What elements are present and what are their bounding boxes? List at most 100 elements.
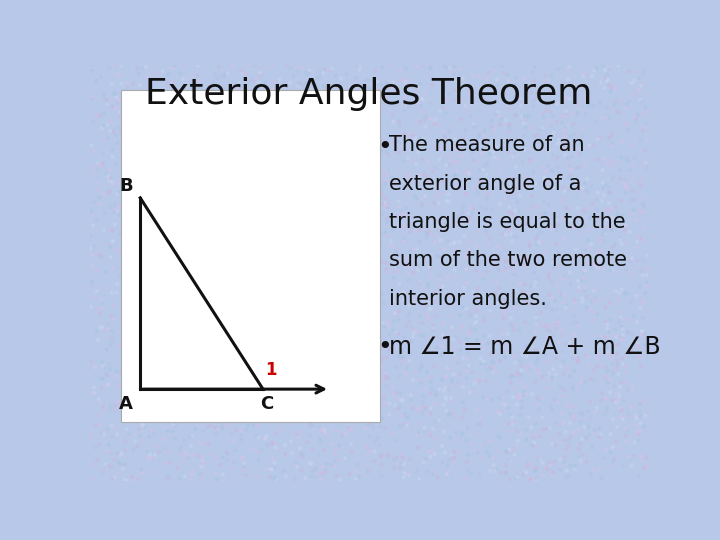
Point [99, 135, 110, 144]
Point [297, 112, 308, 121]
Point [508, 232, 519, 240]
Point [409, 226, 420, 235]
Point [187, 293, 199, 302]
Point [551, 174, 562, 183]
Point [622, 329, 634, 338]
Point [635, 96, 647, 104]
Point [128, 109, 140, 117]
Point [261, 161, 272, 170]
Point [564, 141, 575, 150]
Point [343, 426, 355, 434]
Point [349, 239, 361, 247]
Point [170, 405, 181, 414]
Point [275, 394, 287, 403]
Point [238, 458, 250, 467]
Point [115, 368, 127, 376]
Point [108, 129, 120, 137]
Point [352, 275, 364, 284]
Point [292, 363, 304, 372]
Point [301, 69, 312, 78]
Point [219, 185, 230, 194]
Point [581, 174, 593, 183]
Point [235, 205, 247, 214]
Point [594, 255, 606, 264]
Point [368, 379, 379, 387]
Point [135, 304, 147, 313]
Point [276, 332, 287, 340]
Point [327, 411, 338, 420]
Point [567, 342, 578, 351]
Point [240, 234, 251, 242]
Point [145, 117, 156, 126]
Point [93, 186, 104, 194]
Point [222, 120, 234, 129]
Point [388, 390, 400, 399]
Point [583, 435, 595, 444]
Point [325, 260, 337, 268]
Point [526, 192, 538, 200]
Point [112, 96, 124, 104]
Point [248, 206, 260, 215]
Point [530, 465, 541, 474]
Point [298, 104, 310, 112]
Point [544, 324, 555, 333]
Point [315, 426, 327, 435]
Point [127, 284, 139, 292]
Point [600, 317, 612, 326]
Point [549, 239, 561, 248]
Point [197, 128, 209, 137]
Point [304, 66, 315, 75]
Point [339, 363, 351, 372]
Point [326, 461, 338, 470]
Point [329, 176, 341, 184]
Point [132, 442, 143, 450]
Point [558, 393, 570, 401]
Point [99, 149, 110, 158]
Point [350, 166, 361, 175]
Point [462, 361, 474, 370]
Point [580, 160, 591, 169]
Point [374, 136, 386, 144]
Point [107, 178, 118, 186]
Point [619, 226, 631, 234]
Point [474, 202, 486, 211]
Point [380, 92, 392, 101]
Point [222, 254, 233, 262]
Point [363, 376, 374, 385]
Point [349, 336, 361, 345]
Point [308, 125, 320, 134]
Point [376, 147, 387, 156]
Point [348, 183, 359, 191]
Point [118, 98, 130, 107]
Point [215, 246, 227, 255]
Point [140, 321, 151, 329]
Point [438, 427, 450, 436]
Point [197, 291, 208, 300]
Point [416, 226, 428, 235]
Point [580, 110, 591, 119]
Point [486, 117, 498, 125]
Point [572, 383, 583, 391]
Point [90, 443, 102, 452]
Point [108, 301, 120, 309]
Point [567, 341, 578, 350]
Point [190, 411, 202, 420]
Point [585, 240, 597, 248]
Point [202, 280, 214, 289]
Point [305, 419, 316, 428]
Point [176, 344, 187, 353]
Point [397, 353, 409, 361]
Point [477, 166, 489, 174]
Point [521, 173, 533, 181]
Point [480, 90, 491, 99]
Point [138, 420, 149, 429]
Point [196, 463, 207, 471]
Point [202, 384, 213, 393]
Point [431, 312, 443, 320]
Point [607, 84, 618, 92]
Point [222, 325, 234, 333]
Point [148, 127, 160, 136]
Point [348, 392, 359, 400]
Point [451, 167, 463, 176]
Point [604, 257, 616, 266]
